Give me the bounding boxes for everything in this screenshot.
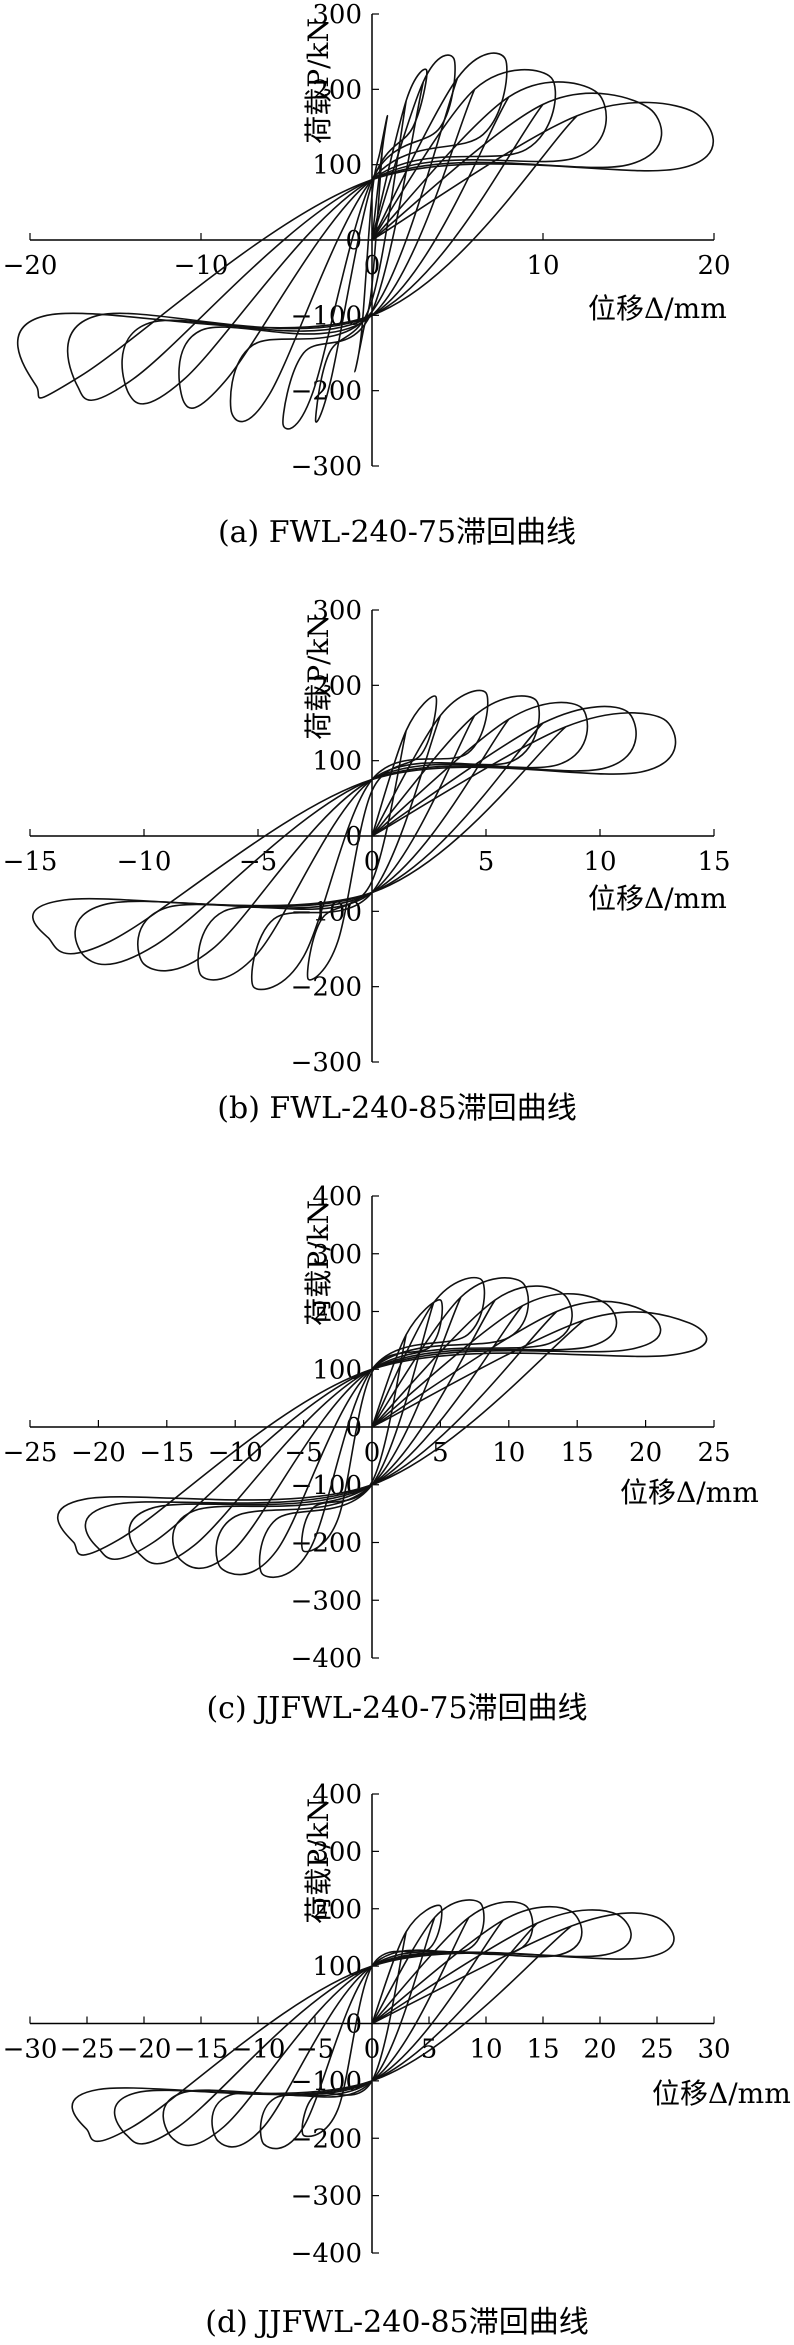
hysteresis-loop-7 — [66, 92, 663, 401]
y-tick-label: −400 — [291, 1644, 362, 1674]
hysteresis-loop-5 — [178, 68, 557, 409]
x-tick-label: 0 — [364, 847, 381, 877]
chart-panel-3: −25 −20 −15 −10 −5 0 5 10 15 20 25−400−300−200−100… — [3, 1182, 759, 1726]
hysteresis-loop-4 — [172, 1285, 573, 1570]
x-tick-label: −10 — [231, 2035, 286, 2065]
y-axis-label: 荷载P/kN — [302, 1200, 335, 1326]
chart-panel-2: −15 −10 −5 0 5 10 15−300−200−1000100200300荷载P/… — [3, 596, 731, 1126]
x-tick-label: 10 — [492, 1438, 525, 1468]
x-tick-label: −5 — [296, 2035, 334, 2065]
x-tick-label: −15 — [3, 847, 58, 877]
hysteresis-loop-1 — [354, 114, 389, 373]
x-tick-label: 20 — [629, 1438, 662, 1468]
y-axis-label: 荷载P/kN — [302, 18, 335, 144]
x-tick-label: 10 — [526, 251, 559, 281]
x-tick-label: −15 — [139, 1438, 194, 1468]
x-tick-label: −25 — [3, 1438, 58, 1468]
x-tick-label: 0 — [364, 1438, 381, 1468]
y-tick-label: 300 — [312, 0, 362, 30]
hysteresis-loop-4 — [162, 1905, 583, 2147]
y-tick-label: 100 — [312, 747, 362, 777]
x-tick-label: 15 — [697, 847, 730, 877]
hysteresis-loop-4 — [137, 701, 589, 972]
y-tick-label: 200 — [312, 671, 362, 701]
x-tick-label: 5 — [421, 2035, 438, 2065]
x-axis-label: 位移Δ/mm — [620, 1476, 759, 1509]
x-axis-label: 位移Δ/mm — [588, 882, 727, 915]
y-tick-label: 400 — [312, 1182, 362, 1212]
hysteresis-loop-6 — [84, 1300, 662, 1560]
y-tick-label: 100 — [312, 1355, 362, 1385]
x-tick-label: −20 — [3, 251, 58, 281]
x-tick-label: −20 — [71, 1438, 126, 1468]
y-tick-label: 400 — [312, 1780, 362, 1810]
x-tick-label: 20 — [697, 251, 730, 281]
x-axis-label: 位移Δ/mm — [652, 2077, 791, 2110]
x-tick-label: 25 — [640, 2035, 673, 2065]
x-tick-label: 5 — [478, 847, 495, 877]
x-axis-label: 位移Δ/mm — [588, 292, 727, 325]
y-tick-label: 200 — [312, 1895, 362, 1925]
chart-panel-4: −30 −25 −20 −15 −10 −5 0 5 10 15 20 25 30−400−300−20… — [3, 1780, 791, 2340]
y-tick-label: −200 — [291, 973, 362, 1003]
x-tick-label: 15 — [561, 1438, 594, 1468]
hysteresis-loop-5 — [128, 1293, 618, 1565]
hysteresis-loop-6 — [32, 712, 677, 955]
y-tick-label: 200 — [312, 1298, 362, 1328]
hysteresis-loop-5 — [74, 705, 637, 966]
hysteresis-loop-3 — [197, 695, 540, 981]
y-tick-label: −300 — [291, 2182, 362, 2212]
panel-caption: (a) FWL-240-75滞回曲线 — [218, 515, 576, 550]
x-tick-label: 10 — [583, 847, 616, 877]
hysteresis-loop-7 — [57, 1311, 708, 1556]
x-tick-label: −15 — [174, 2035, 229, 2065]
y-tick-label: 100 — [312, 151, 362, 181]
y-tick-label: −300 — [291, 1586, 362, 1616]
x-tick-label: 10 — [469, 2035, 502, 2065]
hysteresis-loop-2 — [259, 1899, 485, 2150]
hysteresis-loop-6 — [121, 81, 608, 405]
hysteresis-loop-4 — [229, 52, 508, 423]
hysteresis-loop-2 — [314, 68, 428, 423]
hysteresis-loop-2 — [258, 1276, 486, 1579]
x-tick-label: 25 — [697, 1438, 730, 1468]
hysteresis-loop-8 — [16, 101, 715, 399]
x-tick-label: 20 — [583, 2035, 616, 2065]
x-tick-label: 0 — [364, 2035, 381, 2065]
x-tick-label: −5 — [284, 1438, 322, 1468]
y-tick-label: −300 — [291, 1048, 362, 1078]
x-tick-label: −20 — [117, 2035, 172, 2065]
hysteresis-loop-3 — [215, 1277, 530, 1576]
x-tick-label: 15 — [526, 2035, 559, 2065]
panel-caption: (c) JJFWL-240-75滞回曲线 — [206, 1691, 587, 1726]
y-axis-label: 荷载P/kN — [302, 1798, 335, 1924]
panel-caption: (b) FWL-240-85滞回曲线 — [217, 1091, 576, 1126]
x-tick-label: −30 — [3, 2035, 58, 2065]
panel-caption: (d) JJFWL-240-85滞回曲线 — [205, 2305, 588, 2340]
y-axis-label: 荷载P/kN — [302, 614, 335, 740]
chart-panel-1: −20 −10 0 10 20−300−200−1000100200300荷载P/kN位… — [3, 0, 731, 550]
hysteresis-loop-5 — [113, 1909, 632, 2145]
x-tick-label: −10 — [117, 847, 172, 877]
y-tick-label: 300 — [312, 1837, 362, 1867]
y-tick-label: 300 — [312, 596, 362, 626]
hysteresis-loop-3 — [211, 1901, 534, 2148]
hysteresis-loop-1 — [301, 1904, 443, 2138]
x-tick-label: −25 — [60, 2035, 115, 2065]
x-tick-label: −10 — [174, 251, 229, 281]
y-tick-label: −300 — [291, 452, 362, 482]
y-tick-label: 200 — [312, 75, 362, 105]
x-tick-label: 30 — [697, 2035, 730, 2065]
x-tick-label: 5 — [432, 1438, 449, 1468]
hysteresis-loop-6 — [71, 1912, 675, 2143]
y-tick-label: 300 — [312, 1240, 362, 1270]
x-tick-label: −5 — [239, 847, 277, 877]
y-tick-label: −200 — [291, 377, 362, 407]
y-tick-label: −400 — [291, 2239, 362, 2269]
hysteresis-loop-2 — [250, 689, 489, 991]
